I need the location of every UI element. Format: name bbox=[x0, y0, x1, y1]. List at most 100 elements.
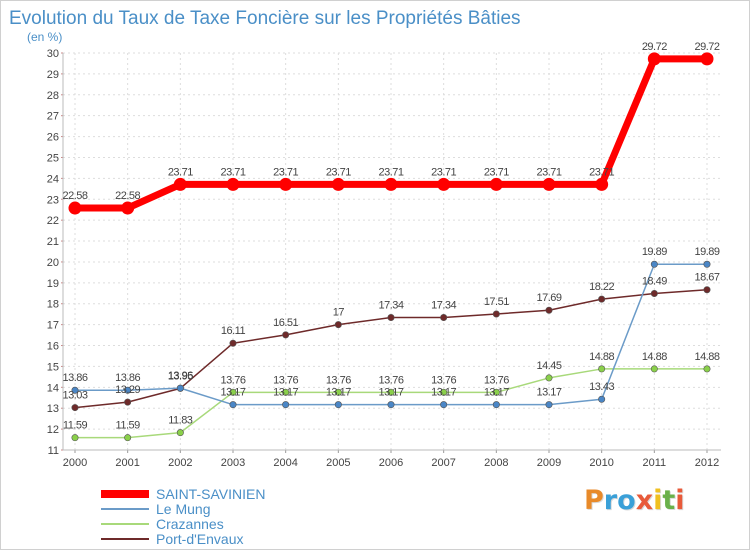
data-label: 11.59 bbox=[63, 420, 88, 432]
legend-label: Le Mung bbox=[156, 501, 210, 517]
data-label: 19.89 bbox=[642, 246, 667, 258]
y-tick-label: 11 bbox=[48, 445, 59, 457]
data-point bbox=[229, 401, 237, 409]
y-tick-label: 28 bbox=[47, 90, 59, 102]
data-point bbox=[121, 201, 135, 215]
data-label: 13.86 bbox=[115, 372, 140, 384]
data-label: 17.69 bbox=[536, 292, 561, 304]
data-label: 13.76 bbox=[326, 374, 351, 386]
x-tick-label: 2012 bbox=[695, 457, 719, 469]
y-tick-label: 12 bbox=[47, 424, 59, 436]
x-tick-label: 2011 bbox=[643, 457, 667, 469]
data-point bbox=[124, 398, 132, 406]
logo-letter: t bbox=[662, 485, 676, 516]
data-label: 17.51 bbox=[484, 296, 509, 308]
data-point bbox=[598, 395, 606, 403]
x-tick-label: 2000 bbox=[63, 457, 87, 469]
x-tick-label: 2010 bbox=[589, 457, 613, 469]
y-tick-label: 26 bbox=[47, 132, 59, 144]
data-label: 13.17 bbox=[326, 387, 351, 399]
y-tick-label: 29 bbox=[47, 69, 59, 81]
x-tick-label: 2001 bbox=[115, 457, 139, 469]
logo-letter: r bbox=[603, 485, 618, 516]
data-label: 17.34 bbox=[378, 300, 403, 312]
data-point bbox=[229, 339, 237, 347]
logo-letter: o bbox=[617, 485, 636, 516]
logo-letter: x bbox=[635, 485, 654, 516]
data-point bbox=[703, 365, 711, 373]
x-tick-label: 2004 bbox=[273, 457, 297, 469]
data-point bbox=[387, 401, 395, 409]
data-label: 23.71 bbox=[484, 166, 509, 178]
data-label: 13.95 bbox=[168, 370, 193, 382]
legend-label: Port-d'Envaux bbox=[156, 531, 244, 547]
logo-letter: i bbox=[675, 485, 685, 516]
data-point bbox=[334, 401, 342, 409]
data-label: 11.83 bbox=[168, 415, 193, 427]
grid bbox=[63, 52, 721, 451]
data-label: 17.34 bbox=[431, 300, 456, 312]
data-point bbox=[282, 388, 290, 396]
data-point bbox=[437, 177, 451, 191]
data-point bbox=[492, 388, 500, 396]
data-label: 13.17 bbox=[378, 387, 403, 399]
data-point bbox=[440, 388, 448, 396]
data-point bbox=[229, 388, 237, 396]
data-label: 23.71 bbox=[220, 166, 245, 178]
proxiti-logo: Proxiti bbox=[584, 485, 694, 531]
series-group bbox=[68, 52, 714, 442]
data-label: 23.71 bbox=[589, 166, 614, 178]
data-label: 13.03 bbox=[62, 390, 87, 402]
data-label: 23.71 bbox=[326, 166, 351, 178]
x-tick-label: 2005 bbox=[326, 457, 350, 469]
data-point bbox=[387, 388, 395, 396]
data-label: 13.76 bbox=[431, 374, 456, 386]
data-point bbox=[440, 401, 448, 409]
y-tick-label: 18 bbox=[47, 299, 59, 311]
y-tick-label: 25 bbox=[47, 152, 59, 164]
x-tick-label: 2003 bbox=[221, 457, 245, 469]
data-point bbox=[650, 260, 658, 268]
data-label: 13.96 bbox=[168, 370, 193, 382]
data-point bbox=[334, 388, 342, 396]
data-label: 16.51 bbox=[273, 317, 298, 329]
data-point bbox=[384, 177, 398, 191]
data-point bbox=[703, 260, 711, 268]
data-label: 29.72 bbox=[642, 41, 667, 53]
data-point bbox=[226, 177, 240, 191]
data-label: 22.58 bbox=[62, 190, 87, 202]
data-point bbox=[173, 177, 187, 191]
x-tick-label: 2007 bbox=[431, 457, 455, 469]
y-tick-label: 14 bbox=[47, 382, 59, 394]
logo-letter: P bbox=[584, 485, 604, 516]
data-point bbox=[71, 386, 79, 394]
data-point bbox=[71, 404, 79, 412]
data-point bbox=[542, 177, 556, 191]
data-point bbox=[492, 310, 500, 318]
data-label: 23.71 bbox=[168, 166, 193, 178]
data-point bbox=[598, 365, 606, 373]
data-point bbox=[282, 401, 290, 409]
data-point bbox=[331, 177, 345, 191]
data-label: 18.22 bbox=[589, 281, 614, 293]
x-tick-label: 2009 bbox=[537, 457, 561, 469]
y-tick-label: 21 bbox=[47, 236, 59, 248]
data-point bbox=[545, 306, 553, 314]
data-label: 13.76 bbox=[220, 374, 245, 386]
y-tick-label: 13 bbox=[47, 403, 59, 415]
data-label: 13.17 bbox=[273, 387, 298, 399]
data-point bbox=[334, 321, 342, 329]
data-point bbox=[700, 52, 714, 66]
data-point bbox=[279, 177, 293, 191]
data-label: 13.86 bbox=[62, 372, 87, 384]
data-point bbox=[595, 177, 609, 191]
y-tick-label: 23 bbox=[47, 194, 59, 206]
data-label: 13.17 bbox=[431, 387, 456, 399]
data-point bbox=[387, 314, 395, 322]
data-point bbox=[282, 331, 290, 339]
data-label: 17 bbox=[333, 307, 345, 319]
data-label: 14.88 bbox=[589, 351, 614, 363]
data-label: 13.17 bbox=[220, 387, 245, 399]
